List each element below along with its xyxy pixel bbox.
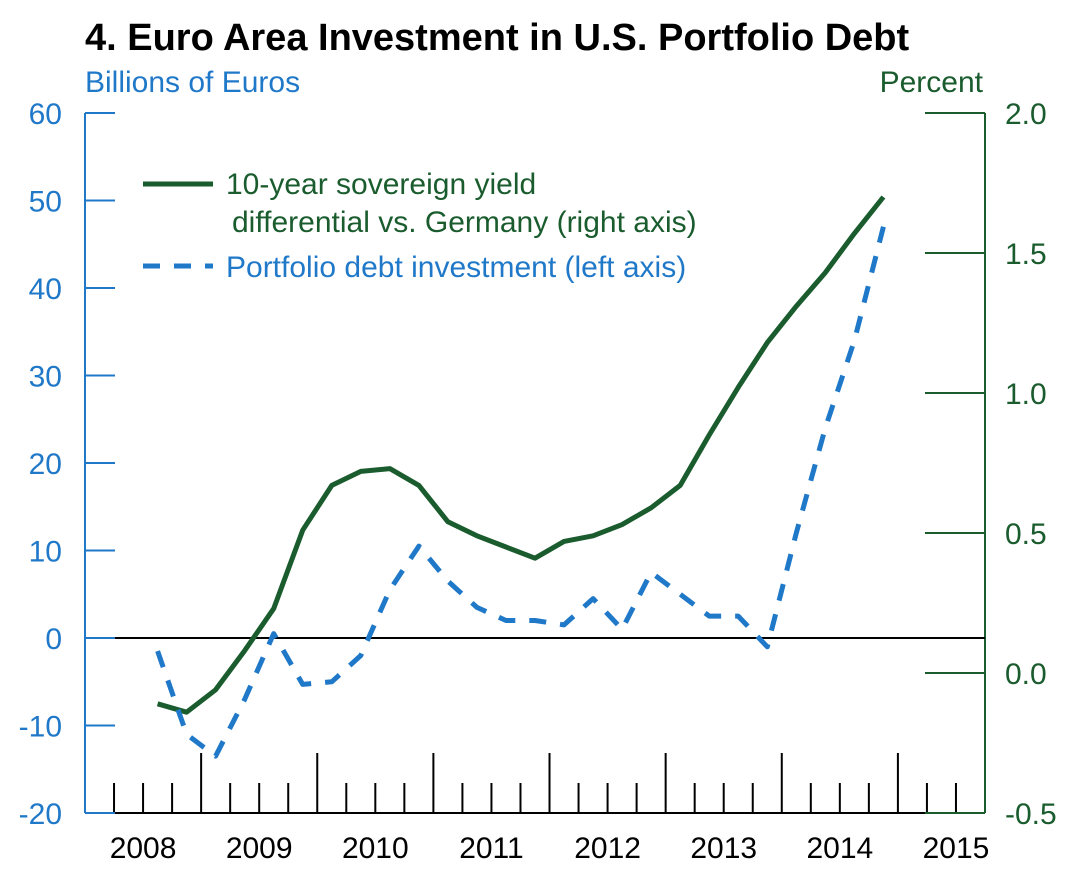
x-tick-label: 2010: [342, 832, 409, 865]
left-tick-label: 30: [29, 361, 62, 394]
yield-differential-line: [156, 195, 886, 715]
left-tick-label: 0: [45, 623, 62, 656]
left-axis-label: Billions of Euros: [85, 66, 300, 99]
right-tick-label: 1.5: [1005, 238, 1047, 271]
x-tick-label: 2012: [574, 832, 641, 865]
left-tick-label: 60: [29, 98, 62, 131]
left-tick-label: 20: [29, 448, 62, 481]
x-tick-label: 2011: [459, 832, 524, 865]
left-tick-label: -20: [19, 798, 62, 831]
series: [155, 195, 886, 759]
right-tick-label: 1.0: [1005, 378, 1047, 411]
right-axis-label: Percent: [880, 66, 984, 99]
x-tick-label: 2015: [923, 832, 990, 865]
left-tick-label: 10: [29, 536, 62, 569]
legend-yield-label-line2: differential vs. Germany (right axis): [232, 206, 697, 239]
right-tick-label: 0.0: [1005, 658, 1047, 691]
right-tick-label: -0.5: [1005, 798, 1057, 831]
x-tick-label: 2013: [690, 832, 757, 865]
portfolio-debt-line: [155, 226, 886, 759]
legend-debt-label: Portfolio debt investment (left axis): [226, 251, 686, 284]
right-tick-label: 0.5: [1005, 518, 1047, 551]
left-tick-label: 50: [29, 186, 62, 219]
legend: 10-year sovereign yield differential vs.…: [143, 168, 697, 284]
right-tick-label: 2.0: [1005, 98, 1047, 131]
x-tick-label: 2008: [110, 832, 177, 865]
x-tick-label: 2009: [226, 832, 293, 865]
left-ticks: 60 50 40 30 20 10 0 -10 -20: [19, 98, 115, 831]
left-tick-label: 40: [29, 273, 62, 306]
x-tick-label: 2014: [806, 832, 873, 865]
chart-title: 4. Euro Area Investment in U.S. Portfoli…: [85, 17, 910, 59]
x-ticks: 2008 2009 2010 2011 2012 2013 2014 2015: [110, 753, 990, 865]
left-tick-label: -10: [19, 711, 62, 744]
right-ticks: 2.0 1.5 1.0 0.5 0.0 -0.5: [925, 98, 1057, 831]
legend-yield-label: 10-year sovereign yield: [226, 168, 536, 201]
